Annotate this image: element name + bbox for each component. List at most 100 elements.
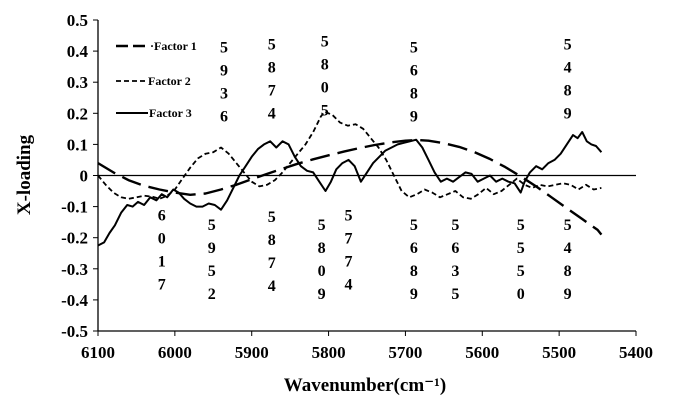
series-line-factor-2	[97, 110, 602, 200]
peak-label-digit: 8	[268, 60, 276, 77]
peak-label-digit: 5	[564, 37, 572, 54]
y-tick-label: 0.1	[67, 135, 88, 154]
peak-label-digit: 5	[451, 217, 459, 234]
peak-label-digit: 8	[564, 83, 572, 100]
peak-label-digit: 0	[318, 263, 326, 280]
x-tick-label: 6100	[81, 343, 115, 362]
peak-label-digit: 5	[268, 209, 276, 226]
peak-label-digit: 0	[517, 286, 525, 303]
peak-label-digit: 4	[268, 106, 276, 123]
peak-label-digit: 2	[208, 286, 216, 303]
peak-label-digit: 5	[410, 40, 418, 57]
y-tick-label: 0.5	[67, 11, 88, 30]
peak-label-digit: 9	[410, 109, 418, 126]
peak-label-digit: 7	[268, 83, 276, 100]
y-axis-title: X-loading	[14, 134, 35, 215]
peak-label-digit: 5	[345, 208, 353, 225]
peak-label: 6 0 1 7	[158, 208, 166, 294]
y-tick-label: 0.4	[67, 42, 89, 61]
peak-label: 5 9 5 2	[208, 217, 216, 303]
peak-label-digit: 3	[451, 263, 459, 280]
peak-label-digit: 5	[321, 102, 329, 119]
peak-label-digit: 1	[158, 254, 166, 271]
tick-labels: 0.50.40.30.20.10-0.1-0.2-0.3-0.4-0.56100…	[61, 11, 653, 362]
y-tick-label: 0.2	[67, 104, 88, 123]
peak-label-digit: 5	[564, 217, 572, 234]
legend-label-factor-1: ·Factor 1	[150, 39, 197, 53]
y-tick-label: -0.2	[61, 229, 88, 248]
x-tick-label: 5500	[542, 343, 576, 362]
y-tick-label: -0.4	[61, 291, 88, 310]
x-tick-label: 5900	[235, 343, 269, 362]
x-tick-label: 5800	[312, 343, 346, 362]
peak-label-digit: 4	[345, 277, 353, 294]
peak-label-digit: 6	[410, 240, 418, 257]
peak-label-digit: 7	[158, 277, 166, 294]
legend-label-factor-2: Factor 2	[148, 74, 191, 88]
legend-label-factor-3: Factor 3	[149, 106, 192, 120]
peak-label-digit: 8	[410, 86, 418, 103]
peak-label-digit: 0	[158, 231, 166, 248]
peak-label-digit: 6	[451, 240, 459, 257]
peak-label-digit: 5	[410, 217, 418, 234]
peak-label-digit: 6	[410, 63, 418, 80]
legend: ·Factor 1 Factor 2 Factor 3	[116, 39, 197, 120]
peak-label-digit: 3	[220, 86, 228, 103]
peak-label: 5 8 7 4	[268, 209, 276, 295]
peak-label-digit: 5	[517, 240, 525, 257]
peak-label-digit: 9	[564, 286, 572, 303]
peak-label-digit: 5	[321, 33, 329, 50]
peak-label-digit: 9	[220, 63, 228, 80]
peak-label-digit: 5	[517, 263, 525, 280]
peak-label: 5 4 8 9	[564, 37, 572, 123]
peak-label-digit: 5	[318, 217, 326, 234]
peak-label-digit: 8	[410, 263, 418, 280]
peak-label: 5 8 7 4	[268, 37, 276, 123]
peak-label-digit: 9	[208, 240, 216, 257]
peak-label: 5 4 8 9	[564, 217, 572, 303]
peak-label-digit: 5	[220, 40, 228, 57]
peak-label-digit: 4	[564, 60, 572, 77]
peak-label-digit: 7	[345, 254, 353, 271]
y-tick-label: -0.3	[61, 260, 88, 279]
y-tick-label: 0	[80, 167, 89, 186]
peak-label-digit: 9	[410, 286, 418, 303]
peak-label-digit: 0	[321, 79, 329, 96]
peak-label-digit: 8	[318, 240, 326, 257]
x-tick-label: 5600	[465, 343, 499, 362]
series-lines	[97, 110, 603, 247]
peak-label-digit: 8	[321, 56, 329, 73]
peak-label-digit: 6	[220, 109, 228, 126]
peak-label: 5 8 0 9	[318, 217, 326, 303]
x-tick-label: 5400	[619, 343, 653, 362]
peak-label-digit: 7	[345, 231, 353, 248]
peak-label-digit: 8	[268, 232, 276, 249]
peak-label-digit: 5	[208, 217, 216, 234]
peak-label-digit: 7	[268, 255, 276, 272]
peak-label: 5 6 8 9	[410, 40, 418, 126]
peak-label-digit: 8	[564, 263, 572, 280]
peak-label-digit: 6	[158, 208, 166, 225]
peak-label-digit: 9	[564, 106, 572, 123]
peak-label: 5 8 0 5	[321, 33, 329, 119]
y-tick-label: -0.5	[61, 322, 88, 341]
peak-label: 5 6 3 5	[451, 217, 459, 303]
peak-label-digit: 5	[451, 286, 459, 303]
y-tick-label: -0.1	[61, 198, 88, 217]
x-tick-label: 5700	[388, 343, 422, 362]
x-tick-label: 6000	[158, 343, 192, 362]
peak-label-digit: 5	[208, 263, 216, 280]
peak-label-digit: 5	[517, 217, 525, 234]
x-axis-title: Wavenumber(cm⁻¹)	[284, 375, 446, 396]
peak-label: 5 5 5 0	[517, 217, 525, 303]
series-line-factor-3	[97, 131, 603, 247]
peak-label-digit: 9	[318, 286, 326, 303]
peak-label: 5 6 8 9	[410, 217, 418, 303]
peak-annotations: 5 9 3 6 5 8 7 4 5 8 0 5 5 6 8 9 5 4 8 9 6 0 1 7 5 9 5 2 5 8 7 4 5 8 0 9 5 7 7 4…	[158, 33, 572, 302]
y-tick-label: 0.3	[67, 73, 88, 92]
peak-label-digit: 4	[268, 278, 276, 295]
peak-label-digit: 4	[564, 240, 572, 257]
